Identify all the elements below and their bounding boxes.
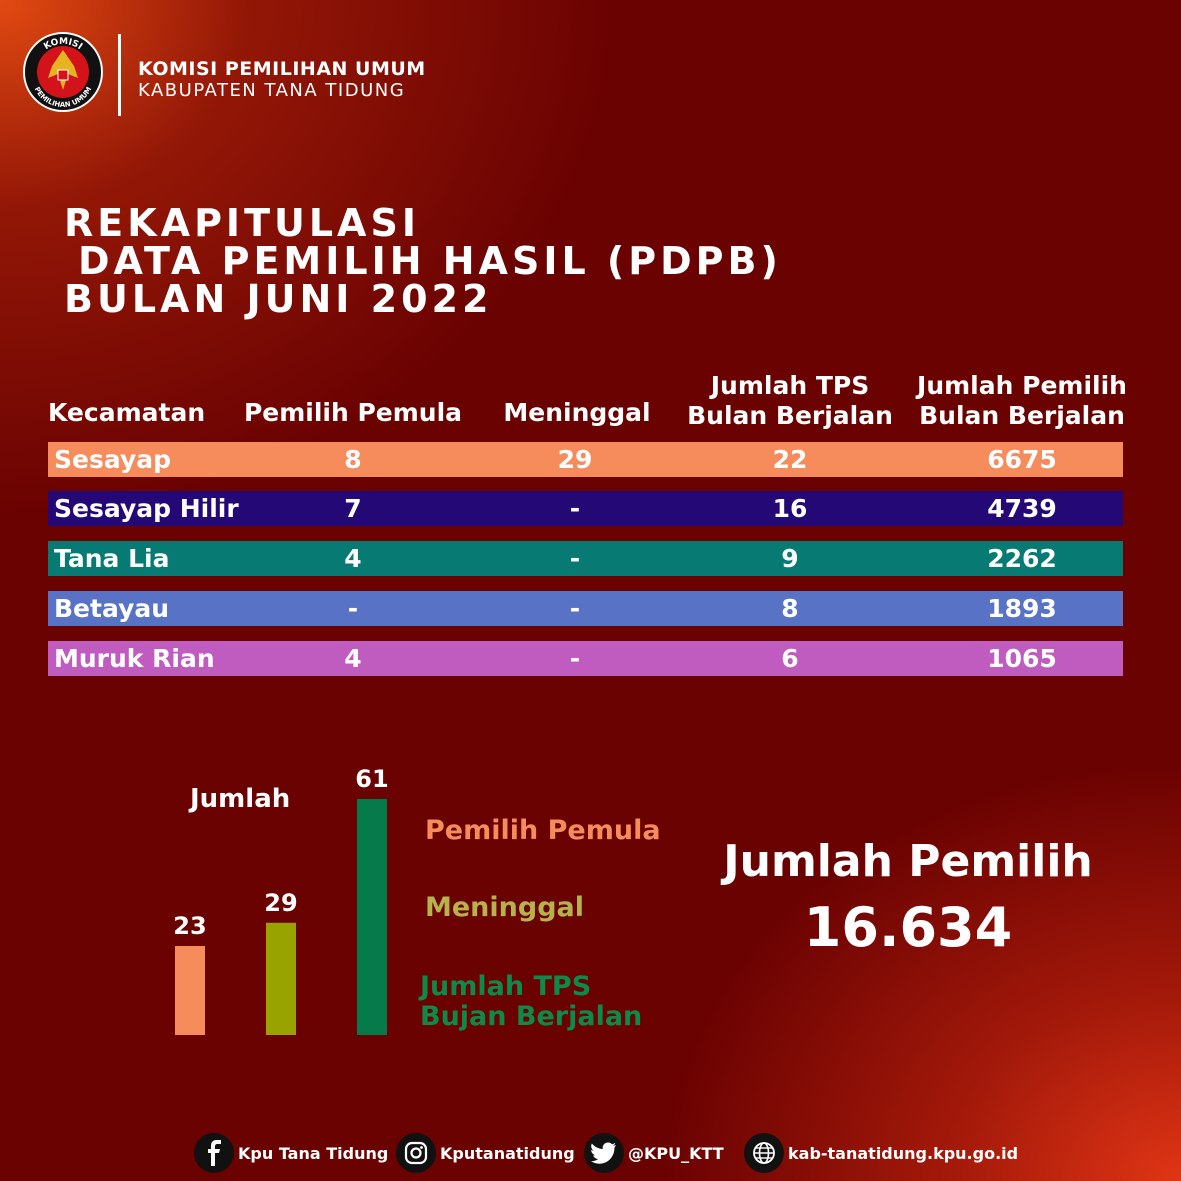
header-pemilih-pemula: Pemilih Pemula [243, 398, 463, 427]
row-jumlah-tps: 8 [781, 594, 799, 623]
legend-pemilih-pemula: Pemilih Pemula [425, 815, 661, 846]
legend-jumlah-tps-line2: Bujan Berjalan [420, 1001, 643, 1032]
row-pemilih-pemula: 7 [344, 494, 362, 523]
total-value: 16.634 [803, 896, 1013, 959]
row-pemilih-pemula: 8 [344, 445, 362, 474]
instagram-icon [396, 1133, 436, 1173]
header-divider [118, 34, 121, 116]
bar-value-label: 23 [173, 912, 206, 940]
org-name-line1: KOMISI PEMILIHAN UMUM [138, 58, 426, 80]
bar-value-label: 29 [264, 889, 297, 917]
row-kecamatan: Sesayap Hilir [54, 494, 239, 523]
row-jumlah-pemilih: 1065 [987, 644, 1057, 673]
row-kecamatan: Tana Lia [54, 544, 170, 573]
row-jumlah-pemilih: 6675 [987, 445, 1057, 474]
row-jumlah-tps: 16 [772, 494, 808, 523]
row-kecamatan: Sesayap [54, 445, 172, 474]
header-jumlah-pemilih-line2: Bulan Berjalan [919, 401, 1125, 430]
header-jumlah-pemilih: Jumlah Pemilih Bulan Berjalan [912, 371, 1132, 431]
header-kecamatan: Kecamatan [48, 398, 206, 427]
total-label: Jumlah Pemilih [723, 836, 1093, 887]
social-facebook[interactable]: Kpu Tana Tidung [194, 1133, 388, 1173]
website-label: kab-tanatidung.kpu.go.id [788, 1143, 1019, 1163]
row-jumlah-tps: 9 [781, 544, 799, 573]
table-row: Sesayap Hilir 7 - 16 4739 [48, 491, 1123, 526]
bar-1 [175, 946, 205, 1035]
legend-meninggal: Meninggal [425, 892, 585, 923]
header-jumlah-tps-line2: Bulan Berjalan [687, 401, 893, 430]
table-row: Tana Lia 4 - 9 2262 [48, 541, 1123, 576]
bar-3 [357, 799, 387, 1035]
row-meninggal: - [569, 544, 581, 573]
row-kecamatan: Muruk Rian [54, 644, 215, 673]
org-name-line2: KABUPATEN TANA TIDUNG [138, 80, 406, 101]
row-jumlah-tps: 6 [781, 644, 799, 673]
legend-jumlah-tps-line1: Jumlah TPS [420, 971, 592, 1002]
header-jumlah-pemilih-line1: Jumlah Pemilih [917, 371, 1127, 400]
row-pemilih-pemula: - [347, 594, 359, 623]
chart-title: Jumlah [190, 784, 291, 814]
row-jumlah-pemilih: 1893 [987, 594, 1057, 623]
row-jumlah-pemilih: 4739 [987, 494, 1057, 523]
instagram-label: Kputanatidung [440, 1143, 575, 1163]
logo-text-top: KOMISI [42, 37, 84, 52]
row-jumlah-tps: 22 [772, 445, 808, 474]
twitter-label: @KPU_KTT [628, 1143, 724, 1163]
social-instagram[interactable]: Kputanatidung [396, 1133, 575, 1173]
facebook-icon [194, 1133, 234, 1173]
row-pemilih-pemula: 4 [344, 644, 362, 673]
row-meninggal: 29 [557, 445, 593, 474]
facebook-label: Kpu Tana Tidung [238, 1143, 389, 1163]
twitter-icon [584, 1133, 624, 1173]
bar-2 [266, 922, 296, 1035]
social-twitter[interactable]: @KPU_KTT [584, 1133, 724, 1173]
social-website[interactable]: kab-tanatidung.kpu.go.id [744, 1133, 1018, 1173]
title-line1: REKAPITULASI [64, 201, 420, 245]
header-meninggal: Meninggal [503, 398, 651, 427]
row-meninggal: - [569, 644, 581, 673]
table-row: Betayau - - 8 1893 [48, 591, 1123, 626]
table-row: Sesayap 8 29 22 6675 [48, 442, 1123, 477]
row-meninggal: - [569, 494, 581, 523]
header-jumlah-tps-line1: Jumlah TPS [710, 371, 870, 400]
title-line2: DATA PEMILIH HASIL (PDPB) [78, 239, 782, 283]
title-line3: BULAN JUNI 2022 [64, 277, 493, 321]
globe-icon [744, 1133, 784, 1173]
bar-chart: 23 29 61 [173, 765, 389, 1035]
row-kecamatan: Betayau [54, 594, 170, 623]
kpu-logo: KOMISI PEMILIHAN UMUM [22, 26, 104, 118]
bar-value-label: 61 [355, 765, 388, 793]
row-meninggal: - [569, 594, 581, 623]
row-pemilih-pemula: 4 [344, 544, 362, 573]
header-jumlah-tps: Jumlah TPS Bulan Berjalan [680, 371, 900, 431]
svg-text:KOMISI: KOMISI [42, 37, 84, 52]
row-jumlah-pemilih: 2262 [987, 544, 1057, 573]
table-row: Muruk Rian 4 - 6 1065 [48, 641, 1123, 676]
